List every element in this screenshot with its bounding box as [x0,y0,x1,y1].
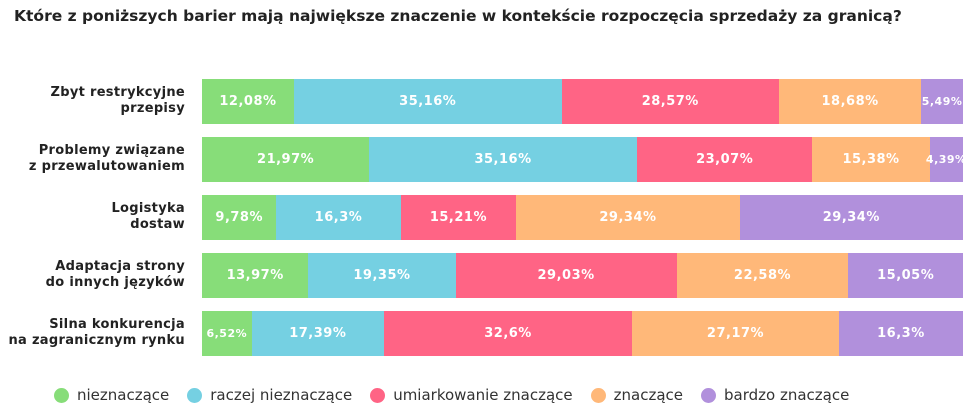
bar-segment[interactable]: 22,58% [676,253,849,298]
data-label: 15,05% [877,268,935,283]
category-label: Zbyt restrykcyjne przepisy [0,85,185,117]
bar-segment[interactable]: 6,52% [202,311,252,356]
bar-segment[interactable]: 15,05% [848,253,963,298]
bar-segment[interactable]: 16,3% [276,195,401,240]
bar-segment[interactable]: 28,57% [561,79,779,124]
data-label: 18,68% [821,94,879,109]
data-label: 19,35% [353,268,411,283]
bar-segment[interactable]: 13,97% [202,253,309,298]
bar-segment[interactable]: 29,34% [739,195,963,240]
bar-segment[interactable]: 35,16% [369,137,637,182]
bar-row: 6,52% 17,39% 32,6% 27,17% 16,3% [202,311,963,356]
bar-segment[interactable]: 5,49% [921,79,963,124]
legend-dot-icon [701,387,717,403]
legend-item[interactable]: bardzo znaczące [701,386,849,404]
legend-dot-icon [187,387,203,403]
data-label: 28,57% [641,94,699,109]
data-label: 4,39% [925,153,967,166]
data-label: 29,34% [822,210,880,225]
legend-dot-icon [590,387,606,403]
category-label-line: do innych języków [45,275,185,290]
data-label: 21,97% [257,152,315,167]
data-label: 29,03% [537,268,595,283]
category-label: Problemy związane z przewalutowaniem [0,143,185,175]
bar-segment[interactable]: 29,34% [516,195,740,240]
data-label: 17,39% [289,326,347,341]
data-label: 35,16% [399,94,457,109]
data-label: 13,97% [226,268,284,283]
data-label: 16,3% [314,210,363,225]
legend-item[interactable]: umiarkowanie znaczące [370,386,573,404]
data-label: 22,58% [733,268,792,283]
category-label-line: na zagranicznym rynku [8,333,185,348]
category-label: Logistyka dostaw [0,201,185,233]
bar-segment[interactable]: 12,08% [202,79,294,124]
bar-segment[interactable]: 16,3% [838,311,963,356]
data-label: 29,34% [599,210,657,225]
bar-row: 21,97% 35,16% 23,07% 15,38% 4,39% [202,137,966,182]
category-label-line: Zbyt restrykcyjne [50,85,185,100]
legend-dot-icon [54,387,69,403]
bar-segment[interactable]: 35,16% [293,79,562,124]
legend-item[interactable]: nieznaczące [54,386,169,404]
legend: nieznaczące raczej nieznaczące umiarkowani… [54,386,849,404]
bar-segment[interactable]: 21,97% [202,137,370,182]
bar-segment[interactable]: 27,17% [632,311,839,356]
bar-row: 9,78% 16,3% 15,21% 29,34% 29,34% [202,195,963,240]
category-label-line: z przewalutowaniem [28,159,185,174]
legend-label: raczej nieznaczące [210,386,353,404]
category-label-line: Silna konkurencja [49,317,185,332]
bar-row: 13,97% 19,35% 29,03% 22,58% 15,05% [202,253,963,298]
bar-segment[interactable]: 17,39% [251,311,384,356]
data-label: 12,08% [219,94,277,109]
bar-segment[interactable]: 4,39% [926,137,966,182]
legend-label: umiarkowanie znaczące [393,386,573,404]
category-label: Adaptacja strony do innych języków [0,259,185,291]
legend-label: bardzo znaczące [724,386,850,404]
bar-segment[interactable]: 15,38% [812,137,930,182]
data-label: 23,07% [696,152,754,167]
data-label: 5,49% [921,95,963,108]
legend-dot-icon [370,387,386,403]
bar-segment[interactable]: 19,35% [308,253,456,298]
category-label-line: dostaw [130,217,185,232]
category-label-line: Logistyka [111,201,185,216]
category-label-line: Adaptacja strony [55,259,185,274]
legend-item[interactable]: znaczące [590,386,684,404]
category-label: Silna konkurencja na zagranicznym rynku [0,317,185,349]
data-label: 32,6% [484,326,532,341]
category-label-line: Problemy związane [38,143,185,158]
category-label-line: przepisy [120,101,185,116]
data-label: 15,21% [429,210,487,225]
bar-segment[interactable]: 29,03% [455,253,677,298]
bar-segment[interactable]: 23,07% [636,137,813,182]
bar-segment[interactable]: 15,21% [400,195,517,240]
bar-segment[interactable]: 9,78% [202,195,277,240]
data-label: 15,38% [842,152,900,167]
data-label: 16,3% [877,326,925,341]
bar-row: 12,08% 35,16% 28,57% 18,68% 5,49% [202,79,963,124]
legend-label: znaczące [613,386,684,404]
bar-segment[interactable]: 18,68% [779,79,922,124]
legend-label: nieznaczące [77,386,170,404]
data-label: 6,52% [206,327,248,340]
chart-title: Które z poniższych barier mają największ… [14,7,902,25]
data-label: 9,78% [215,210,264,225]
legend-item[interactable]: raczej nieznaczące [187,386,352,404]
data-label: 27,17% [706,326,765,341]
bar-segment[interactable]: 32,6% [383,311,633,356]
data-label: 35,16% [474,152,532,167]
